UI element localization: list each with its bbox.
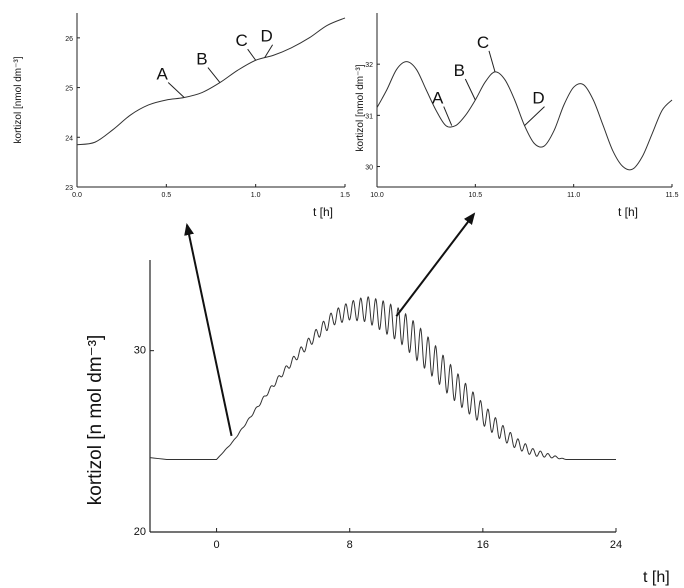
inset-left-x-tick-label: 1.0 bbox=[251, 192, 261, 199]
inset-right-annotation-d: D bbox=[532, 89, 544, 108]
inset-right-annotation-c: C bbox=[477, 33, 489, 52]
inset-right-y-tick-label: 31 bbox=[365, 113, 373, 120]
inset-left-x-tick-label: 0.0 bbox=[72, 192, 82, 199]
inset-left-y-ticks: 23 24 25 26 bbox=[65, 36, 80, 192]
main-series-line bbox=[149, 296, 616, 460]
main-x-tick-label: 24 bbox=[610, 539, 622, 551]
inset-left-x-ticks: 0.0 0.5 1.0 1.5 bbox=[72, 184, 350, 199]
inset-left-x-tick-label: 1.5 bbox=[340, 192, 350, 199]
inset-right-y-tick-label: 32 bbox=[365, 62, 373, 69]
main-x-ticks: 0 8 16 24 bbox=[214, 528, 622, 551]
inset-right-annotation-b: B bbox=[454, 61, 465, 80]
inset-right-x-ticks: 10.0 10.5 11.0 11.5 bbox=[370, 184, 679, 199]
main-x-tick-label: 16 bbox=[477, 539, 489, 551]
main-y-label: kortizol [n mol dm⁻³] bbox=[85, 335, 106, 506]
main-x-tick-label: 8 bbox=[347, 539, 353, 551]
inset-right-y-ticks: 30 31 32 bbox=[365, 62, 380, 172]
inset-right-x-label: t [h] bbox=[618, 205, 638, 219]
inset-right-y-tick-label: 30 bbox=[365, 165, 373, 172]
inset-right-x-tick-label: 11.0 bbox=[567, 192, 580, 199]
inset-right-annotation-leader-b bbox=[464, 78, 476, 101]
inset-right-annotations: ABC D bbox=[432, 33, 545, 126]
inset-right-annotation-a: A bbox=[432, 89, 444, 108]
inset-left-x-label: t [h] bbox=[313, 205, 333, 219]
inset-right-x-tick-label: 10.5 bbox=[469, 192, 483, 199]
inset-left-y-tick-label: 25 bbox=[65, 86, 73, 93]
main-y-tick-label: 20 bbox=[134, 526, 146, 538]
main-x-label: t [h] bbox=[643, 569, 670, 586]
inset-left-y-tick-label: 26 bbox=[65, 36, 73, 43]
inset-left-annotation-leader-c bbox=[247, 48, 257, 61]
inset-left-annotation-d: D bbox=[260, 27, 272, 46]
inset-left-annotation-leader-d bbox=[264, 44, 274, 59]
inset-right-annotation-leader-a bbox=[443, 106, 453, 126]
inset-right-chart: 30 31 32 10.0 10.5 11.0 11.5 ABC D kortizol [n… bbox=[355, 13, 679, 219]
inset-left-y-label: kortizol [nmol dm⁻³] bbox=[13, 56, 24, 143]
inset-left-y-tick-label: 24 bbox=[65, 135, 73, 142]
inset-left-annotations: A B C D bbox=[157, 27, 274, 98]
inset-right-annotation-leader-c bbox=[488, 50, 496, 72]
inset-right-x-tick-label: 10.0 bbox=[370, 192, 384, 199]
inset-left-annotation-b: B bbox=[196, 50, 207, 69]
zoom-arrow-left bbox=[184, 223, 233, 437]
inset-left-annotation-c: C bbox=[236, 31, 248, 50]
inset-left-series-line bbox=[76, 17, 346, 146]
inset-left-chart: 23 24 25 26 0.0 0.5 1.0 1.5 A B C D kortizol [nmo… bbox=[13, 13, 350, 219]
inset-left-x-tick-label: 0.5 bbox=[161, 192, 171, 199]
inset-left-annotation-leader-b bbox=[207, 67, 221, 83]
inset-right-series-line bbox=[376, 61, 673, 171]
main-x-tick-label: 0 bbox=[214, 539, 220, 551]
inset-right-annotation-leader-d bbox=[524, 106, 545, 126]
inset-left-annotation-leader-a bbox=[167, 82, 185, 98]
inset-right-y-label: kortizol [nmol dm⁻³] bbox=[355, 64, 366, 151]
inset-left-y-tick-label: 23 bbox=[65, 185, 73, 192]
inset-left-annotation-a: A bbox=[157, 65, 169, 84]
zoom-arrow-right bbox=[395, 212, 476, 317]
inset-right-x-tick-label: 11.5 bbox=[665, 192, 678, 199]
main-y-tick-label: 30 bbox=[134, 345, 146, 357]
